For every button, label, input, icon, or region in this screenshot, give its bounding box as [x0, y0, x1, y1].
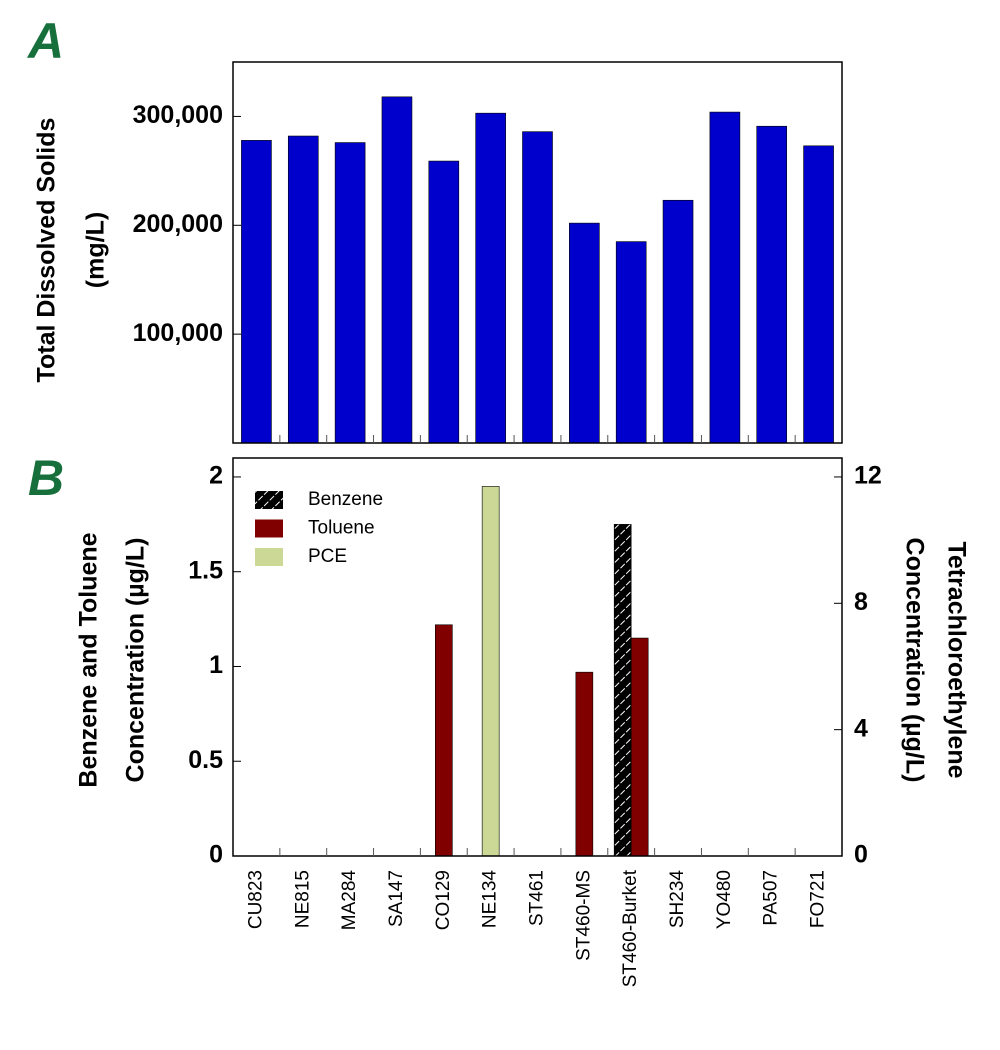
y2-axis-title: Tetrachloroethylene	[942, 541, 970, 778]
y-axis-title: Benzene and Toluene	[75, 532, 103, 787]
x-tick-label: PA507	[761, 870, 782, 926]
x-tick-label: ST461	[527, 870, 548, 926]
bar	[435, 624, 453, 857]
legend-label: PCE	[308, 546, 347, 567]
y-tick-label: 1.5	[188, 556, 223, 584]
y-tick-label: 100,000	[133, 319, 223, 347]
panel-label: B	[28, 450, 64, 506]
bar	[475, 112, 506, 444]
y-tick-label: 0.5	[188, 746, 223, 774]
x-tick-label: ST460-Burket	[620, 869, 641, 987]
y2-axis-title: Concentration (µg/L)	[900, 538, 928, 783]
bar	[381, 96, 413, 444]
plot-frame	[232, 457, 843, 857]
legend-swatch	[255, 548, 283, 566]
bar	[662, 199, 694, 444]
legend-label: Toluene	[308, 518, 375, 539]
bar	[522, 131, 553, 444]
x-tick-label: YO480	[714, 870, 735, 929]
x-tick-label: NE134	[480, 870, 501, 929]
bar	[575, 671, 594, 857]
y-tick-label: 200,000	[133, 210, 223, 238]
y-axis-title: (mg/L)	[82, 212, 110, 288]
x-tick-label: CU823	[245, 870, 266, 929]
bar	[287, 135, 319, 444]
y2-tick-label: 8	[854, 588, 868, 616]
panel-label: A	[26, 13, 64, 69]
bar	[630, 637, 649, 857]
bar	[481, 486, 500, 857]
y-tick-label: 1	[209, 651, 223, 679]
x-tick-label: SA147	[386, 870, 407, 927]
bar	[613, 524, 632, 857]
bar	[241, 140, 272, 444]
y2-tick-label: 4	[854, 714, 868, 742]
bar	[756, 125, 788, 444]
x-tick-label: NE815	[292, 870, 313, 928]
bar	[615, 241, 647, 444]
bar	[334, 142, 366, 444]
bar	[803, 145, 834, 444]
bar	[569, 222, 600, 444]
plot-frame	[232, 61, 843, 444]
legend-swatch	[255, 491, 283, 509]
x-tick-label: MA284	[339, 870, 360, 931]
legend-label: Benzene	[308, 489, 383, 510]
y2-tick-label: 0	[854, 841, 868, 869]
x-tick-label: ST460-MS	[573, 870, 594, 961]
y-tick-label: 2	[209, 462, 223, 490]
x-tick-label: FO721	[808, 870, 829, 928]
y-axis-title: Total Dissolved Solids	[33, 118, 61, 383]
x-tick-label: CO129	[433, 870, 454, 930]
y-tick-label: 300,000	[133, 101, 223, 129]
bar	[709, 111, 741, 444]
legend-swatch	[255, 519, 283, 538]
y-axis-title: Concentration (µg/L)	[122, 538, 150, 783]
bar	[428, 160, 460, 444]
x-tick-label: SH234	[667, 870, 688, 929]
y2-tick-label: 12	[854, 462, 882, 490]
y-tick-label: 0	[209, 841, 223, 869]
